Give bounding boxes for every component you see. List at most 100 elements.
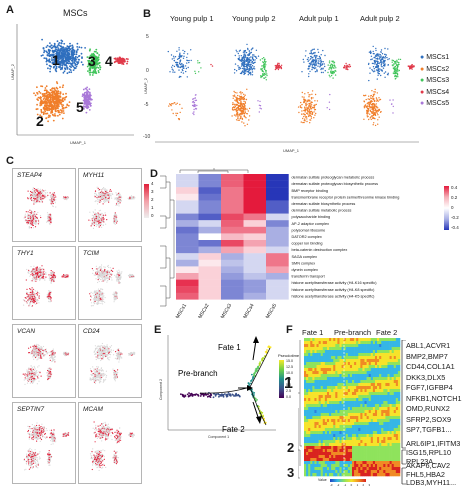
heatmap-cell [243, 174, 267, 181]
heatmap-cell [243, 213, 267, 221]
heatmap-row-label: polysaccharide binding [292, 215, 331, 219]
a-cluster-label-3: 3 [88, 53, 96, 69]
a-x-label: UMAP_1 [70, 140, 87, 145]
heatmap-cell [243, 246, 267, 254]
gene-label-septin7: SEPTIN7 [17, 406, 45, 413]
gene-label-mcam: MCAM [83, 406, 103, 413]
gene-label-steap4: STEAP4 [17, 172, 42, 179]
legend-item-mscs5: ● MSCs5 [420, 100, 450, 107]
heatmap-cell [198, 193, 222, 201]
heatmap-cell [198, 207, 222, 214]
heatmap-cell [266, 220, 289, 227]
heatmap-cell [266, 253, 289, 260]
legend-item-mscs2: ● MSCs2 [420, 65, 450, 73]
b-title-4: Adult pulp 2 [360, 14, 400, 23]
heatmap-cell [176, 213, 199, 221]
heatmap-cell [176, 253, 199, 260]
gene-label-myh11: MYH11 [83, 172, 105, 179]
heatmap-cell [266, 200, 289, 208]
b-title-2: Young pulp 2 [232, 14, 276, 23]
e-colorbar [279, 360, 284, 398]
f-cluster-label-3: 3 [287, 465, 295, 480]
f-brackets [401, 340, 406, 485]
heatmap-col-label: MSCs3 [220, 303, 234, 318]
heatmap-cell [176, 292, 199, 300]
heatmap-cell [221, 174, 244, 181]
panel-e-letter: E [154, 324, 162, 336]
legend-item-mscs3: ● MSCs3 [420, 77, 450, 84]
heatmap-cell [221, 259, 244, 267]
f-cluster-label-1: 1 [284, 375, 293, 392]
heatmap-row-label: DATOR2 complex [292, 235, 322, 239]
heatmap-cell [243, 273, 267, 280]
heatmap-cell [266, 180, 289, 188]
heatmap-cell [243, 292, 267, 300]
featureplot-mcam: MCAM [78, 402, 142, 484]
heatmap-cell [176, 220, 199, 227]
heatmap-col-label: MSCs1 [175, 303, 189, 318]
heatmap-cell [221, 187, 244, 194]
heatmap-cell [221, 286, 244, 293]
f-label-fate1: Fate 1 [302, 328, 324, 337]
heatmap-cell [243, 226, 267, 234]
f-label-prebranch: Pre-branch [334, 328, 372, 337]
panel-f-letter: F [286, 324, 293, 336]
heatmap-cell [243, 240, 267, 247]
d-colorbar [444, 186, 449, 230]
heatmap-cell [221, 200, 244, 208]
heatmap-col-label: MSCs4 [242, 303, 256, 318]
heatmap-cell [221, 279, 244, 287]
heatmap-cell [198, 213, 222, 221]
e-legend-title: Pseudotime [278, 353, 300, 358]
heatmap-cell [243, 279, 267, 287]
heatmap-cell [198, 246, 222, 254]
heatmap-cell [221, 180, 244, 188]
heatmap-cell [221, 213, 244, 221]
b-title-1: Young pulp 1 [170, 14, 214, 23]
b-ytick-2: -5 [144, 102, 149, 108]
heatmap-cell [176, 240, 199, 247]
heatmap-cell [221, 246, 244, 254]
panel-f-heatmap [298, 338, 401, 479]
gene-label-tcim: TCIM [83, 250, 99, 257]
heatmap-cell [198, 292, 222, 300]
heatmap-cell [198, 253, 222, 260]
heatmap-col-label: MSCs2 [197, 303, 211, 318]
panel-b-letter: B [143, 8, 151, 20]
b-x-label: UMAP_1 [283, 148, 300, 153]
a-cluster-label-2: 2 [36, 113, 44, 129]
heatmap-cell [243, 200, 267, 208]
heatmap-cell [198, 286, 222, 293]
featureplot-steap4: STEAP4 [12, 168, 76, 242]
heatmap-row-label: polysomal ribosome [292, 228, 326, 232]
a-cluster-label-1: 1 [52, 52, 60, 68]
legend-item-mscs1: ● MSCs1 [420, 54, 450, 61]
e-y-label: Component 2 [159, 379, 163, 400]
heatmap-cell [243, 286, 267, 293]
b-y-label: UMAP_2 [143, 77, 148, 94]
c-colorbar [144, 184, 149, 218]
heatmap-cell [221, 253, 244, 260]
heatmap-cell [266, 286, 289, 293]
b-ytick-0: 5 [146, 34, 149, 40]
heatmap-cell [198, 174, 222, 181]
panel-a-letter: A [6, 4, 14, 16]
heatmap-cell [198, 180, 222, 188]
panel-e-trajectory: Fate 1 Pre-branch Fate 2 Component 2 Com… [159, 335, 276, 439]
heatmap-cell [176, 187, 199, 194]
heatmap-cell [243, 266, 267, 274]
heatmap-cell [221, 220, 244, 227]
f-genes-2: ARL6IP1,IFITM3 ISG15,RPL10 RPL23A... [406, 439, 461, 466]
e-label-prebranch: Pre-branch [178, 369, 218, 378]
heatmap-cell [198, 233, 222, 241]
heatmap-cell [266, 207, 289, 214]
heatmap-cell [198, 259, 222, 267]
heatmap-cell [243, 253, 267, 260]
featureplot-tcim: TCIM [78, 246, 142, 320]
heatmap-cell [198, 240, 222, 247]
heatmap-cell [221, 292, 244, 300]
heatmap-cell [176, 193, 199, 201]
heatmap-cell [243, 259, 267, 267]
heatmap-row-label: dermatan sulfate biosynthetic process [292, 202, 356, 206]
legend-item-mscs4: ● MSCs4 [420, 88, 450, 96]
